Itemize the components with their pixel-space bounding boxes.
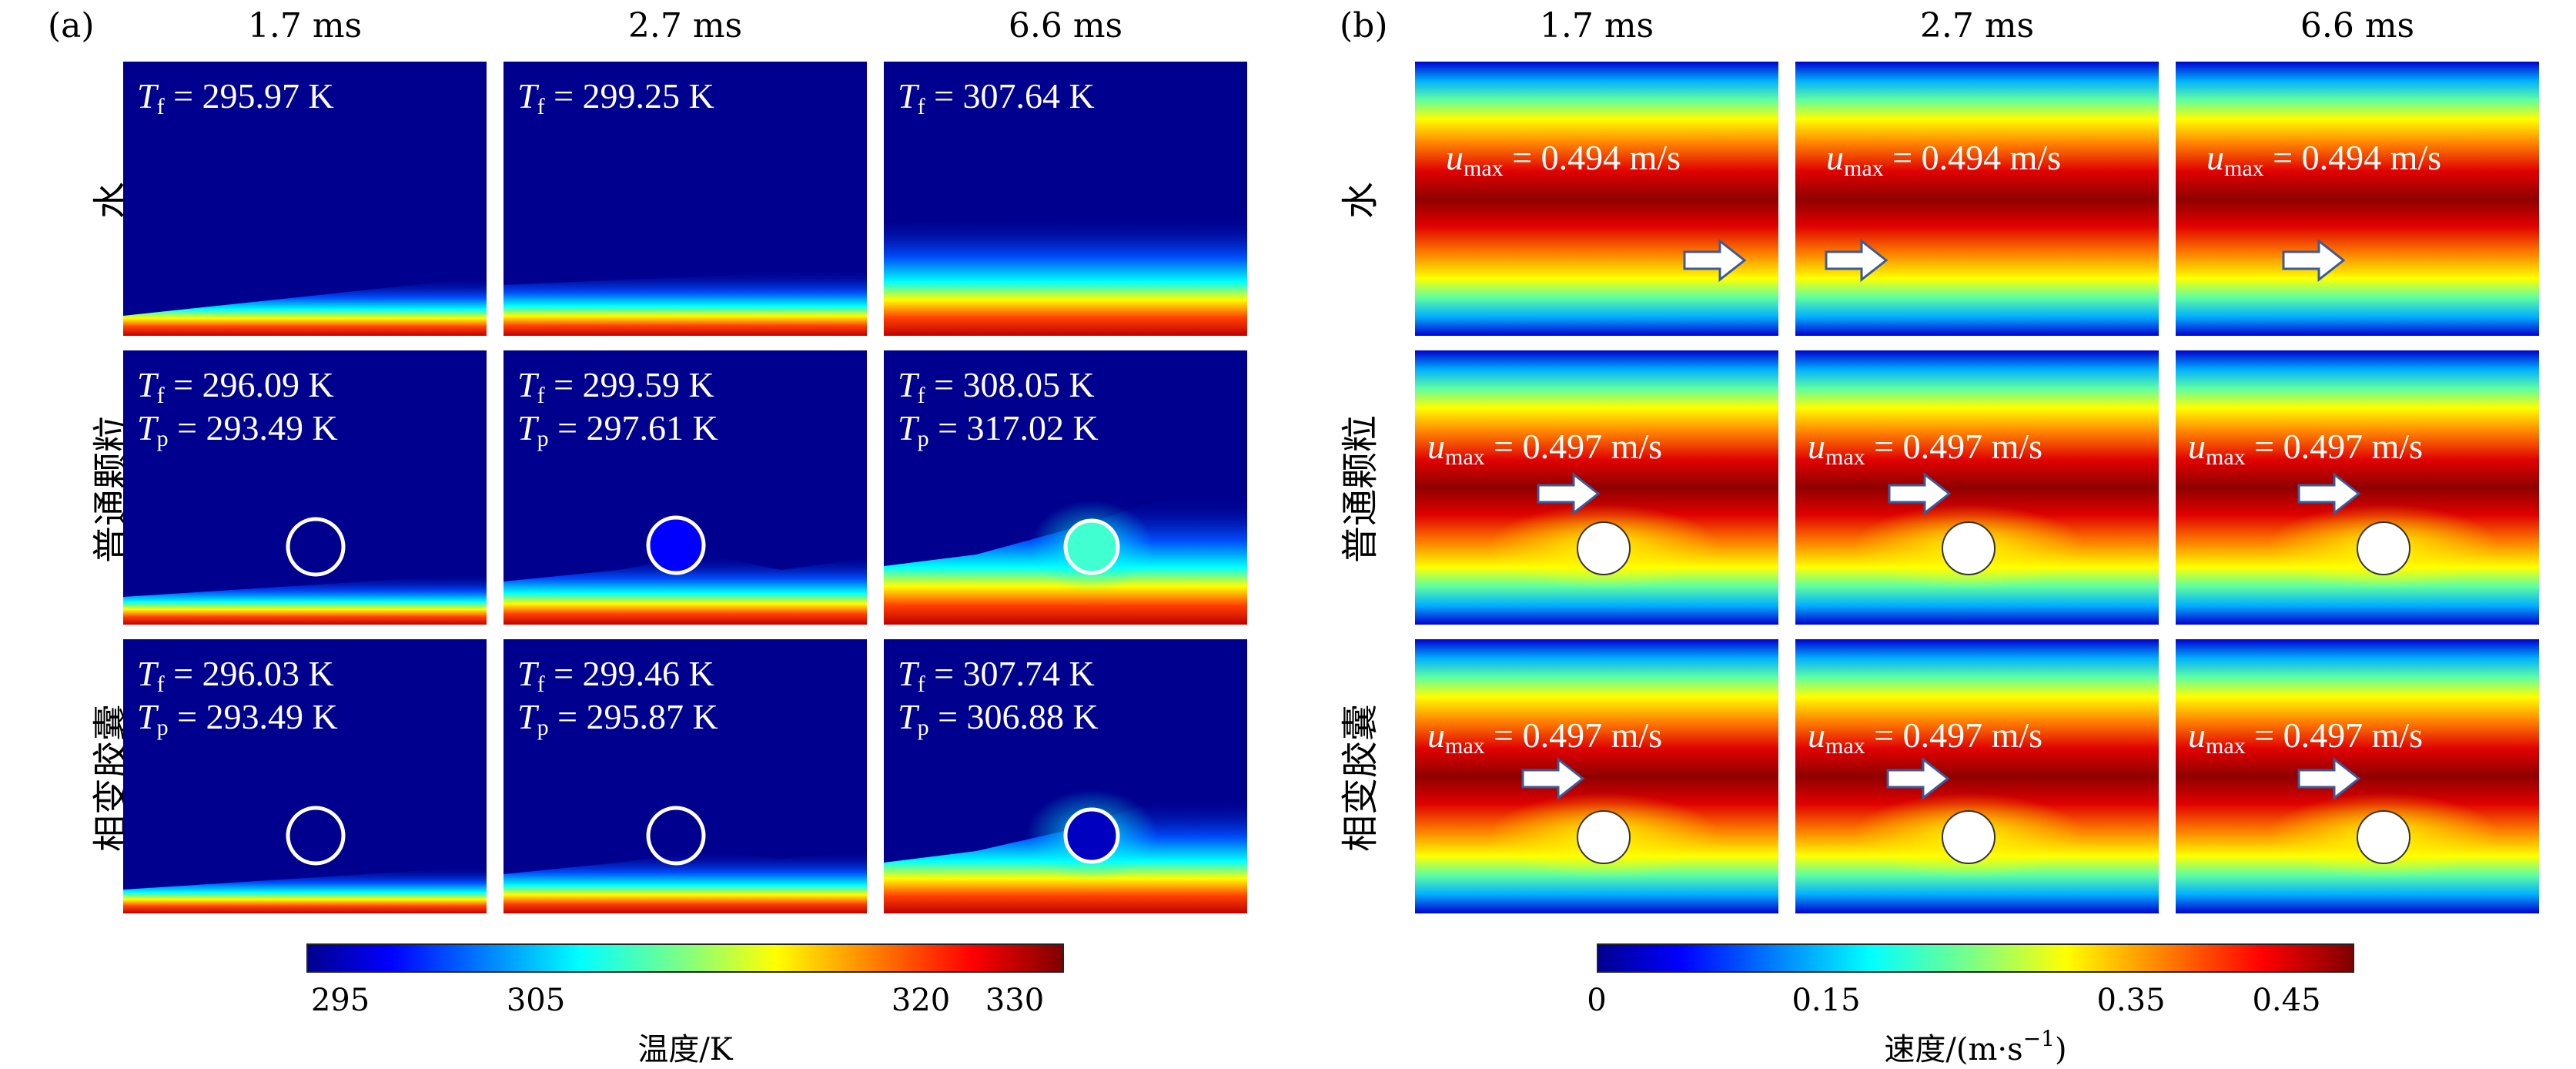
vel-cell-particle-1 [1415,350,1778,625]
vel-tick-4: 0.45 [2252,983,2321,1018]
temp-tick-1: 295 [310,983,370,1018]
panel-a-col-title-1: 1.7 ms [247,6,363,45]
temp-tf-label-particle-1: Tf = 296.09 K [137,365,334,408]
flow-arrow-icon [1521,756,1585,801]
vel-umax-label-water-3: umax = 0.494 m/s [2206,138,2442,181]
vel-umax-label-water-2: umax = 0.494 m/s [1826,138,2062,181]
vel-umax-label-particle-1: umax = 0.497 m/s [1427,427,1663,470]
temp-cell-water-3 [884,62,1247,336]
particle-outline [286,517,346,577]
panel-b-col-title-2: 2.7 ms [1919,6,2035,45]
vel-tick-2: 0.15 [1791,983,1861,1018]
vel-cell-water-1 [1415,62,1778,336]
flow-arrow-icon [2297,756,2361,801]
vel-cell-particle-3 [2176,350,2539,625]
vel-umax-label-capsule-1: umax = 0.497 m/s [1427,715,1663,759]
temp-tp-label-particle-2: Tp = 297.61 K [517,408,718,451]
temp-tp-label-capsule-3: Tp = 306.88 K [898,697,1099,740]
vel-umax-label-water-1: umax = 0.494 m/s [1446,138,1681,181]
panel-b-row-label-particle: 普通颗粒 [1339,414,1382,564]
temp-tick-4: 330 [985,983,1045,1018]
temp-cell-capsule-3 [884,639,1247,913]
particle-outline [646,515,706,575]
vel-umax-label-capsule-2: umax = 0.497 m/s [1808,715,2043,759]
vel-cell-capsule-1 [1415,639,1778,913]
vel-tick-3: 0.35 [2096,983,2166,1018]
temp-tf-label-capsule-2: Tf = 299.46 K [517,654,714,697]
vel-tick-1: 0 [1587,983,1607,1018]
temp-tf-label-capsule-1: Tf = 296.03 K [137,654,334,697]
capsule-outline [1063,807,1120,864]
velocity-colorbar [1597,943,2354,973]
vel-cell-water-2 [1795,62,2159,336]
temp-tf-label-water-2: Tf = 299.25 K [517,76,714,119]
temp-tf-label-particle-3: Tf = 308.05 K [898,365,1095,408]
capsule-obstacle [1577,810,1631,864]
vel-cell-water-3 [2176,62,2539,336]
particle-obstacle [1577,521,1631,575]
temp-cell-capsule-1 [123,639,487,913]
panel-b-label: (b) [1340,6,1388,45]
particle-obstacle [1942,521,1996,575]
flow-arrow-icon [1825,238,1889,283]
temp-cell-water-1 [123,62,487,336]
vel-cell-capsule-2 [1795,639,2159,913]
panel-a-col-title-3: 6.6 ms [1008,6,1123,45]
vel-umax-label-particle-3: umax = 0.497 m/s [2188,427,2424,470]
temp-cell-capsule-2 [503,639,867,913]
temperature-colorbar-title: 温度/K [637,1032,733,1067]
flow-arrow-icon [1537,471,1601,516]
flow-arrow-icon [1886,756,1950,801]
temp-tp-label-particle-3: Tp = 317.02 K [898,408,1099,451]
temp-tf-label-water-3: Tf = 307.64 K [898,76,1095,119]
vel-cell-particle-2 [1795,350,2159,625]
temp-cell-particle-2 [503,350,867,625]
temp-tick-2: 305 [506,983,566,1018]
particle-outline [1063,518,1120,575]
vel-umax-label-particle-2: umax = 0.497 m/s [1808,427,2043,470]
flow-arrow-icon [2297,471,2361,516]
capsule-outline [286,806,346,866]
vel-cell-capsule-3 [2176,639,2539,913]
temp-tp-label-capsule-1: Tp = 293.49 K [137,697,338,740]
capsule-obstacle [2357,810,2410,864]
temp-tf-label-capsule-3: Tf = 307.74 K [898,654,1095,697]
flow-arrow-icon [2282,238,2346,283]
panel-a-col-title-2: 2.7 ms [627,6,743,45]
temp-tp-label-capsule-2: Tp = 295.87 K [517,697,718,740]
temp-cell-water-2 [503,62,867,336]
vel-umax-label-capsule-3: umax = 0.497 m/s [2188,715,2424,759]
capsule-outline [646,806,706,866]
panel-b-col-title-3: 6.6 ms [2300,6,2415,45]
flow-arrow-icon [1888,471,1952,516]
temp-cell-particle-1 [123,350,487,625]
temp-tick-3: 320 [891,983,951,1018]
panel-b-row-label-water: 水 [1339,181,1382,219]
velocity-colorbar-title: 速度/(m·s−1) [1884,1026,2067,1067]
temp-tf-label-water-1: Tf = 295.97 K [137,76,334,119]
temperature-colorbar [306,943,1064,973]
flow-arrow-icon [1683,238,1747,283]
temp-tf-label-particle-2: Tf = 299.59 K [517,365,714,408]
temp-cell-particle-3 [884,350,1247,625]
panel-b-row-label-capsule: 相变胶囊 [1339,703,1382,853]
capsule-obstacle [1942,810,1996,864]
temp-tp-label-particle-1: Tp = 293.49 K [137,408,338,451]
particle-obstacle [2357,521,2410,575]
panel-a-label: (a) [48,6,95,45]
panel-b-col-title-1: 1.7 ms [1539,6,1654,45]
